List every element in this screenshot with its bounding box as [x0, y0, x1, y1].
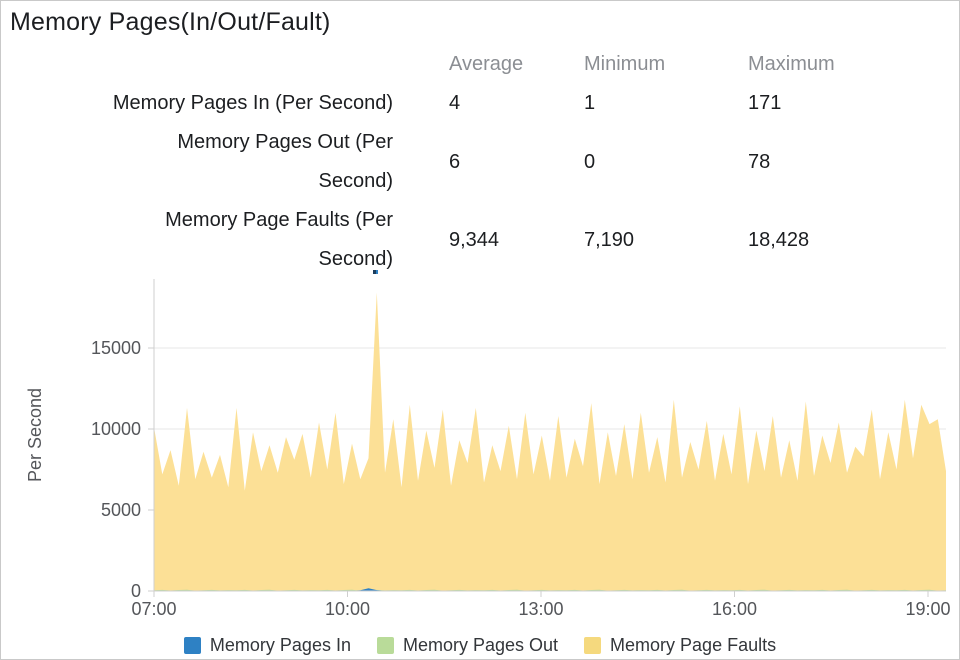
page-title: Memory Pages(In/Out/Fault) — [10, 8, 331, 36]
page-faults-maximum: 18,428 — [748, 228, 810, 251]
pages-in-maximum: 171 — [748, 92, 782, 114]
row-label-pages-in: Memory Pages In (Per Second) — [112, 92, 393, 114]
page-faults-average: 9,344 — [449, 228, 500, 251]
legend-swatch-icon — [376, 636, 394, 654]
pages-in-average: 4 — [449, 92, 461, 114]
pages-out-minimum: 0 — [584, 150, 596, 173]
y-tick-label-0: 0 — [131, 581, 141, 601]
table-row-pages-in: Memory Pages In (Per Second) 4 1 171 — [9, 84, 951, 123]
legend-label: Memory Pages In — [209, 634, 351, 655]
pages-in-minimum: 1 — [584, 92, 596, 114]
x-tick-label-10:00: 10:00 — [325, 599, 370, 619]
y-tick-label-15000: 15000 — [91, 338, 141, 358]
y-tick-label-5000: 5000 — [101, 500, 141, 520]
page-faults-minimum: 7,190 — [584, 228, 635, 251]
y-tick-label-10000: 10000 — [91, 419, 141, 439]
legend-label: Memory Pages Out — [402, 634, 559, 655]
area-memory-page-faults — [154, 292, 946, 591]
row-label-pages-out: Memory Pages Out (Per Second) — [177, 131, 393, 192]
pages-out-maximum: 78 — [748, 150, 771, 173]
chart-legend: Memory Pages In Memory Pages Out Memory Pa… — [1, 632, 959, 658]
stats-table: Average Minimum Maximum Memory Pages In … — [9, 45, 951, 279]
stats-col-maximum: Maximum — [748, 53, 835, 75]
stats-header-row: Average Minimum Maximum — [9, 45, 951, 84]
legend-swatch-icon — [584, 636, 602, 654]
y-axis-title: Per Second — [25, 388, 45, 482]
spike-tip-artifact — [373, 270, 378, 274]
legend-item-memory-page-faults[interactable]: Memory Page Faults — [584, 635, 776, 656]
stats-col-minimum: Minimum — [584, 53, 666, 75]
legend-item-memory-pages-out[interactable]: Memory Pages Out — [376, 634, 559, 656]
legend-label: Memory Page Faults — [610, 634, 777, 655]
stats-col-average: Average — [449, 53, 524, 75]
legend-item-memory-pages-in[interactable]: Memory Pages In — [183, 634, 351, 656]
x-tick-label-13:00: 13:00 — [518, 599, 563, 619]
x-tick-label-07:00: 07:00 — [131, 599, 176, 619]
x-tick-label-19:00: 19:00 — [905, 599, 950, 619]
x-tick-label-16:00: 16:00 — [712, 599, 757, 619]
pages-out-average: 6 — [449, 150, 461, 173]
chart-canvas[interactable]: 0 5000 10000 15000 07:00 10:00 13:00 16:00 19:00… — [1, 272, 960, 632]
row-label-page-faults: Memory Page Faults (Per Second) — [165, 209, 393, 270]
table-row-pages-out: Memory Pages Out (Per Second) 6 0 78 — [9, 123, 951, 201]
legend-swatch-icon — [183, 636, 201, 654]
table-row-page-faults: Memory Page Faults (Per Second) 9,344 7,… — [9, 201, 951, 279]
